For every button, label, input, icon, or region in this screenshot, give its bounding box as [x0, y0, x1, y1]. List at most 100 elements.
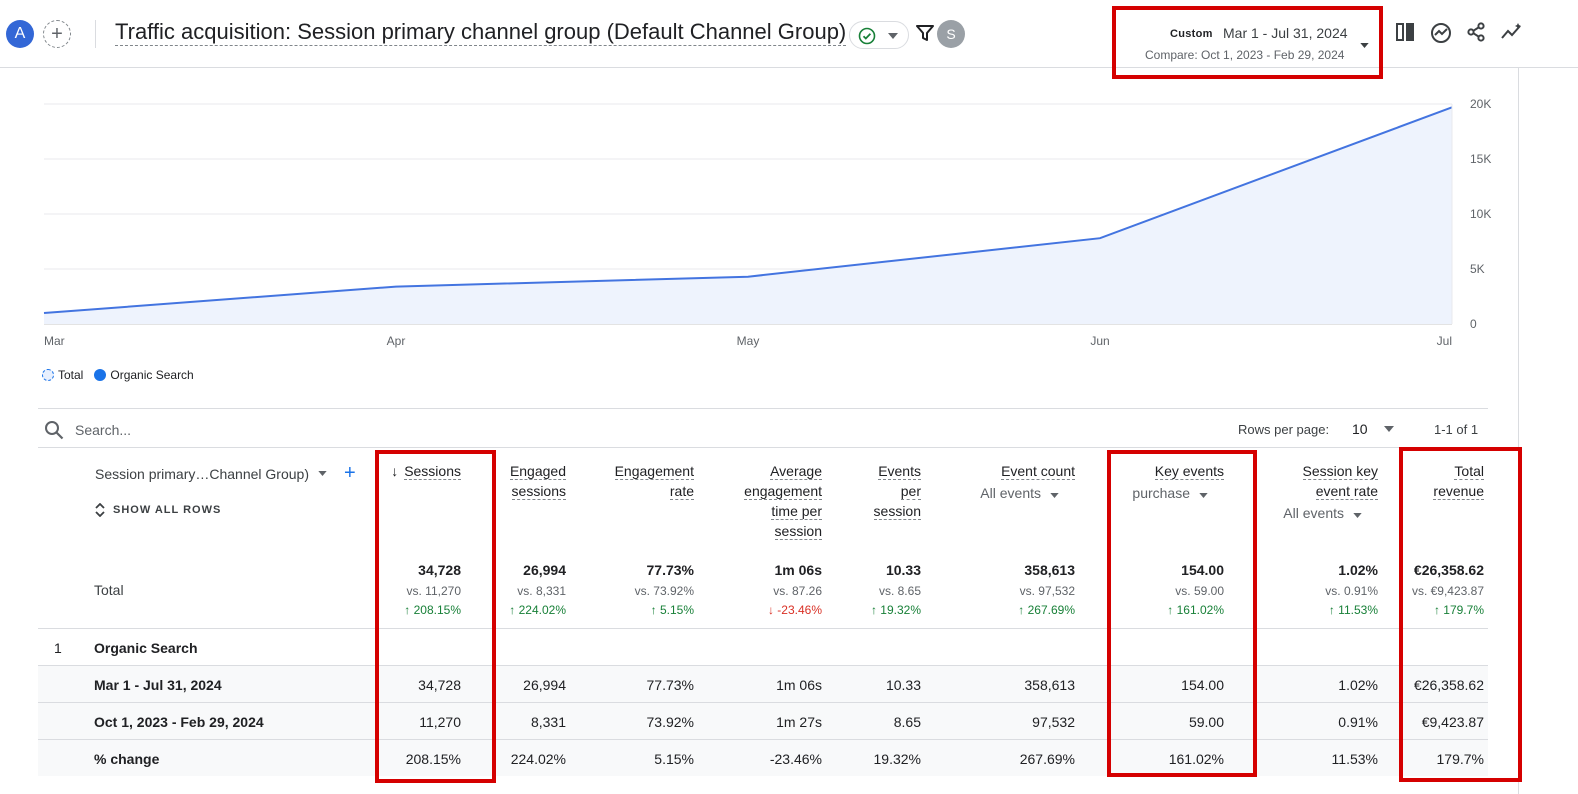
total-value: 1.02% [1338, 562, 1378, 578]
row-label: Oct 1, 2023 - Feb 29, 2024 [94, 714, 264, 730]
chevron-down-icon[interactable] [1384, 426, 1394, 432]
chevron-down-icon [1360, 43, 1369, 48]
column-header-label: per [900, 483, 921, 500]
total-cell-events-per-session: 10.33 vs. 8.65 ↑ 19.32% [871, 560, 921, 620]
table-row[interactable]: Mar 1 - Jul 31, 2024 34,728 26,994 77.73% 1m… [38, 665, 1488, 702]
segment-avatar-a[interactable]: A [6, 20, 34, 48]
table-cell-session-key-event-rate: 11.53% [1331, 751, 1378, 767]
chevron-down-icon[interactable] [1199, 493, 1208, 498]
user-avatar[interactable]: S [937, 20, 965, 48]
table-cell-events-per-session: 19.32% [873, 751, 921, 767]
table-cell-avg-engagement-time: -23.46% [769, 751, 822, 767]
report-status-button[interactable] [849, 21, 909, 49]
metric-variant-select[interactable]: purchase [1132, 485, 1190, 501]
column-header-label: sessions [511, 483, 566, 500]
column-header-session-key-event-rate[interactable]: Session key event rate All events [1283, 461, 1378, 523]
column-header-total-revenue[interactable]: Total revenue [1433, 461, 1484, 501]
chart-legend: Total Organic Search [42, 368, 194, 382]
total-cell-total-revenue: €26,358.62 vs. €9,423.87 ↑ 179.7% [1412, 560, 1484, 620]
x-tick-label: Jul [1437, 334, 1452, 348]
table-cell-events-per-session: 8.65 [893, 714, 921, 730]
insights-icon[interactable] [1430, 22, 1452, 44]
total-change-value: ↑ 224.02% [509, 603, 566, 617]
column-header-label: engagement [744, 483, 822, 500]
table-toolbar: Search... Rows per page: 10 1-1 of 1 [38, 408, 1488, 448]
show-all-rows-label: SHOW ALL ROWS [113, 504, 222, 516]
filter-icon[interactable] [916, 24, 934, 42]
chevron-down-icon [888, 33, 898, 39]
column-header-event-count[interactable]: Event count All events [980, 461, 1075, 503]
column-header-sessions[interactable]: ↓ Sessions [391, 461, 461, 481]
total-compare-value: vs. 0.91% [1325, 584, 1378, 598]
table-row[interactable]: % change 208.15% 224.02% 5.15% -23.46% 19.32%… [38, 739, 1488, 776]
metric-variant-select[interactable]: All events [1283, 505, 1344, 521]
y-tick-label: 15K [1470, 152, 1491, 166]
rows-per-page-select[interactable]: 10 [1352, 421, 1368, 437]
table-cell-events-per-session: 10.33 [885, 677, 921, 693]
column-header-label: Event count [1001, 463, 1075, 480]
page-title[interactable]: Traffic acquisition: Session primary cha… [115, 19, 847, 46]
sparkline-icon[interactable] [1500, 22, 1524, 42]
table-cell-event-count: 97,532 [1032, 714, 1075, 730]
x-tick-label: Jun [1090, 334, 1109, 348]
column-header-label: Total [1454, 463, 1484, 480]
total-compare-value: vs. 87.26 [773, 584, 822, 598]
table-cell-session-key-event-rate: 0.91% [1338, 714, 1378, 730]
column-header-events-per-session[interactable]: Events per session [873, 461, 921, 521]
table-cell-engaged-sessions: 224.02% [510, 751, 566, 767]
table-row-group-organic-search[interactable]: 1 Organic Search [38, 628, 1488, 665]
total-compare-value: vs. €9,423.87 [1411, 584, 1484, 598]
search-input[interactable]: Search... [75, 422, 132, 438]
date-range-picker[interactable]: Custom Mar 1 - Jul 31, 2024 Compare: Oct… [1120, 10, 1375, 72]
sessions-line-chart: 0 5K 10K 15K 20K Mar Apr May Jun Jul [43, 97, 1491, 348]
table-cell-engagement-rate: 77.73% [646, 677, 694, 693]
rows-per-page-label: Rows per page: [1238, 422, 1330, 437]
total-compare-value: vs. 8.65 [878, 584, 921, 598]
total-change-value: ↑ 208.15% [404, 603, 461, 617]
add-comparison-button[interactable]: + [43, 20, 71, 48]
date-custom-badge: Custom [1170, 28, 1213, 40]
y-tick-label: 0 [1470, 317, 1477, 331]
total-cell-engagement-rate: 77.73% vs. 73.92% ↑ 5.15% [635, 560, 694, 620]
total-change-value: ↑ 179.7% [1433, 603, 1484, 617]
share-icon[interactable] [1466, 22, 1486, 42]
table-cell-avg-engagement-time: 1m 06s [776, 677, 822, 693]
x-tick-label: Apr [387, 334, 406, 348]
header-divider [95, 20, 96, 48]
column-header-engaged-sessions[interactable]: Engaged sessions [509, 461, 566, 501]
total-change-value: ↑ 11.53% [1328, 603, 1378, 617]
table-cell-event-count: 267.69% [1019, 751, 1075, 767]
pagination-text: 1-1 of 1 [1434, 422, 1479, 437]
total-cell-sessions: 34,728 vs. 11,270 ↑ 208.15% [404, 560, 461, 620]
column-header-key-events[interactable]: Key events purchase [1132, 461, 1224, 503]
table-cell-event-count: 358,613 [1024, 677, 1075, 693]
legend-organic-search[interactable]: Organic Search [110, 368, 194, 382]
column-header-label: Engagement [614, 463, 694, 480]
table-cell-avg-engagement-time: 1m 27s [776, 714, 822, 730]
metric-variant-select[interactable]: All events [980, 485, 1041, 501]
table-row[interactable]: Oct 1, 2023 - Feb 29, 2024 11,270 8,331 73.… [38, 702, 1488, 739]
dimension-select[interactable]: Session primary…Channel Group) [95, 466, 309, 482]
chevron-down-icon[interactable] [1353, 513, 1362, 518]
chevron-down-icon[interactable] [1050, 493, 1059, 498]
compare-columns-icon[interactable] [1395, 22, 1415, 42]
legend-total-swatch [42, 369, 54, 381]
total-change-value: ↑ 5.15% [650, 603, 694, 617]
expand-icon [95, 503, 105, 517]
add-dimension-button[interactable]: + [344, 462, 356, 484]
search-icon [45, 421, 64, 440]
show-all-rows-button[interactable]: SHOW ALL ROWS [94, 503, 221, 517]
date-range-text: Mar 1 - Jul 31, 2024 [1223, 25, 1348, 41]
total-cell-session-key-event-rate: 1.02% vs. 0.91% ↑ 11.53% [1325, 560, 1378, 620]
x-tick-label: Mar [44, 334, 65, 348]
chevron-down-icon[interactable] [318, 471, 327, 476]
column-header-engagement-rate[interactable]: Engagement rate [614, 461, 694, 501]
total-compare-value: vs. 97,532 [1019, 584, 1075, 598]
total-compare-value: vs. 8,331 [517, 584, 566, 598]
total-value: 154.00 [1181, 562, 1224, 578]
column-header-avg-engagement-time[interactable]: Average engagement time per session [744, 461, 822, 541]
table-cell-engaged-sessions: 26,994 [523, 677, 566, 693]
legend-total[interactable]: Total [58, 368, 84, 382]
total-cell-event-count: 358,613 vs. 97,532 ↑ 267.69% [1018, 560, 1075, 620]
column-header-label: revenue [1433, 483, 1484, 500]
